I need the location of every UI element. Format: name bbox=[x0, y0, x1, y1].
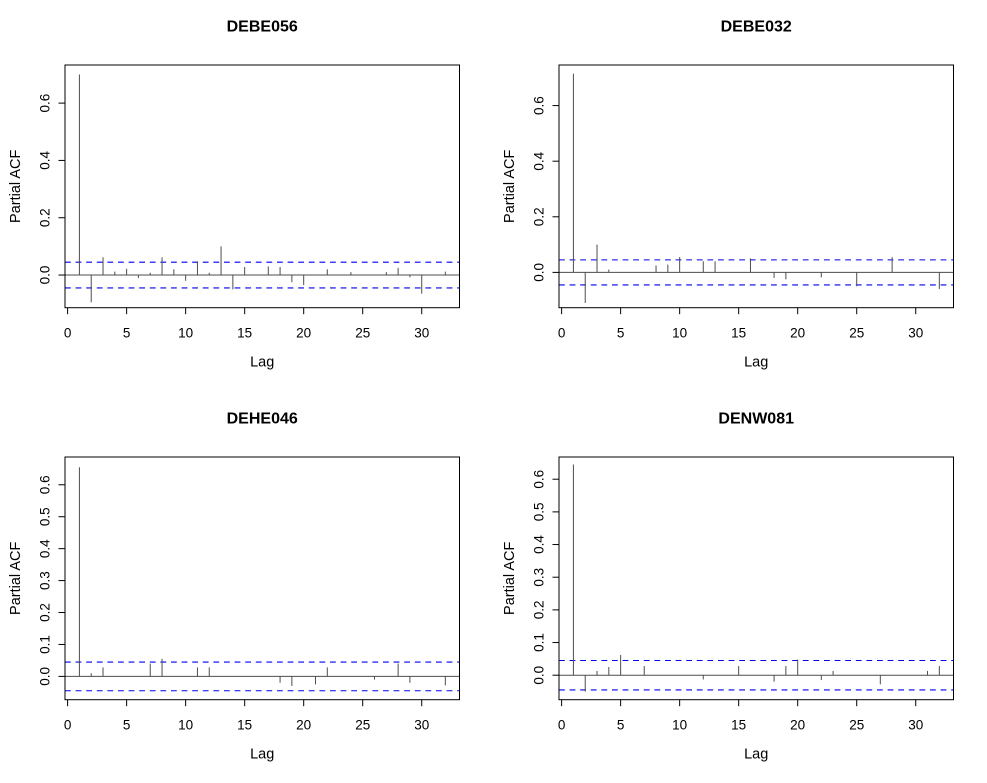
svg-text:10: 10 bbox=[178, 326, 193, 341]
svg-text:25: 25 bbox=[849, 717, 864, 732]
svg-text:15: 15 bbox=[731, 717, 746, 732]
svg-text:Lag: Lag bbox=[250, 746, 274, 762]
svg-text:0.2: 0.2 bbox=[531, 207, 546, 226]
svg-text:0.1: 0.1 bbox=[531, 633, 546, 652]
svg-text:0.3: 0.3 bbox=[38, 571, 53, 590]
svg-text:20: 20 bbox=[790, 717, 805, 732]
svg-text:10: 10 bbox=[672, 717, 687, 732]
svg-text:5: 5 bbox=[123, 717, 131, 732]
svg-text:DEHE046: DEHE046 bbox=[227, 410, 298, 427]
svg-text:0.2: 0.2 bbox=[38, 208, 53, 227]
svg-text:0: 0 bbox=[64, 717, 72, 732]
svg-text:Lag: Lag bbox=[744, 355, 768, 371]
svg-text:0.5: 0.5 bbox=[531, 502, 546, 521]
svg-text:0.6: 0.6 bbox=[531, 469, 546, 488]
svg-text:DEBE032: DEBE032 bbox=[720, 19, 791, 36]
svg-text:20: 20 bbox=[296, 326, 311, 341]
svg-text:25: 25 bbox=[355, 717, 370, 732]
svg-text:0.1: 0.1 bbox=[38, 635, 53, 654]
svg-text:0.0: 0.0 bbox=[38, 266, 53, 285]
svg-text:0: 0 bbox=[557, 326, 565, 341]
svg-text:15: 15 bbox=[237, 717, 252, 732]
svg-text:0.4: 0.4 bbox=[531, 151, 546, 170]
svg-text:DEBE056: DEBE056 bbox=[227, 19, 298, 36]
svg-text:30: 30 bbox=[908, 717, 923, 732]
svg-text:0.3: 0.3 bbox=[531, 567, 546, 586]
svg-text:15: 15 bbox=[237, 326, 252, 341]
svg-text:5: 5 bbox=[616, 717, 624, 732]
svg-text:0.0: 0.0 bbox=[38, 667, 53, 686]
svg-text:30: 30 bbox=[414, 326, 429, 341]
svg-text:DENW081: DENW081 bbox=[718, 410, 794, 427]
svg-text:0.5: 0.5 bbox=[38, 507, 53, 526]
svg-text:25: 25 bbox=[849, 326, 864, 341]
svg-text:0.6: 0.6 bbox=[531, 96, 546, 115]
svg-text:15: 15 bbox=[731, 326, 746, 341]
svg-text:0.6: 0.6 bbox=[38, 475, 53, 494]
svg-text:Partial ACF: Partial ACF bbox=[8, 541, 24, 614]
svg-text:Partial ACF: Partial ACF bbox=[502, 541, 518, 614]
svg-text:0.0: 0.0 bbox=[531, 665, 546, 684]
svg-text:10: 10 bbox=[178, 717, 193, 732]
svg-text:0: 0 bbox=[64, 326, 72, 341]
svg-text:Lag: Lag bbox=[250, 355, 274, 371]
svg-text:5: 5 bbox=[616, 326, 624, 341]
svg-text:30: 30 bbox=[414, 717, 429, 732]
svg-text:20: 20 bbox=[296, 717, 311, 732]
svg-text:20: 20 bbox=[790, 326, 805, 341]
svg-text:0.4: 0.4 bbox=[38, 538, 53, 557]
svg-text:10: 10 bbox=[672, 326, 687, 341]
svg-text:Partial ACF: Partial ACF bbox=[8, 150, 24, 223]
svg-text:Lag: Lag bbox=[744, 746, 768, 762]
svg-text:0.4: 0.4 bbox=[531, 534, 546, 553]
svg-text:0.2: 0.2 bbox=[531, 600, 546, 619]
svg-text:0.0: 0.0 bbox=[531, 263, 546, 282]
svg-text:30: 30 bbox=[908, 326, 923, 341]
svg-text:0.2: 0.2 bbox=[38, 603, 53, 622]
svg-text:0: 0 bbox=[557, 717, 565, 732]
svg-text:25: 25 bbox=[355, 326, 370, 341]
svg-text:0.6: 0.6 bbox=[38, 94, 53, 113]
svg-text:5: 5 bbox=[123, 326, 131, 341]
svg-text:0.4: 0.4 bbox=[38, 151, 53, 170]
svg-text:Partial ACF: Partial ACF bbox=[502, 150, 518, 223]
